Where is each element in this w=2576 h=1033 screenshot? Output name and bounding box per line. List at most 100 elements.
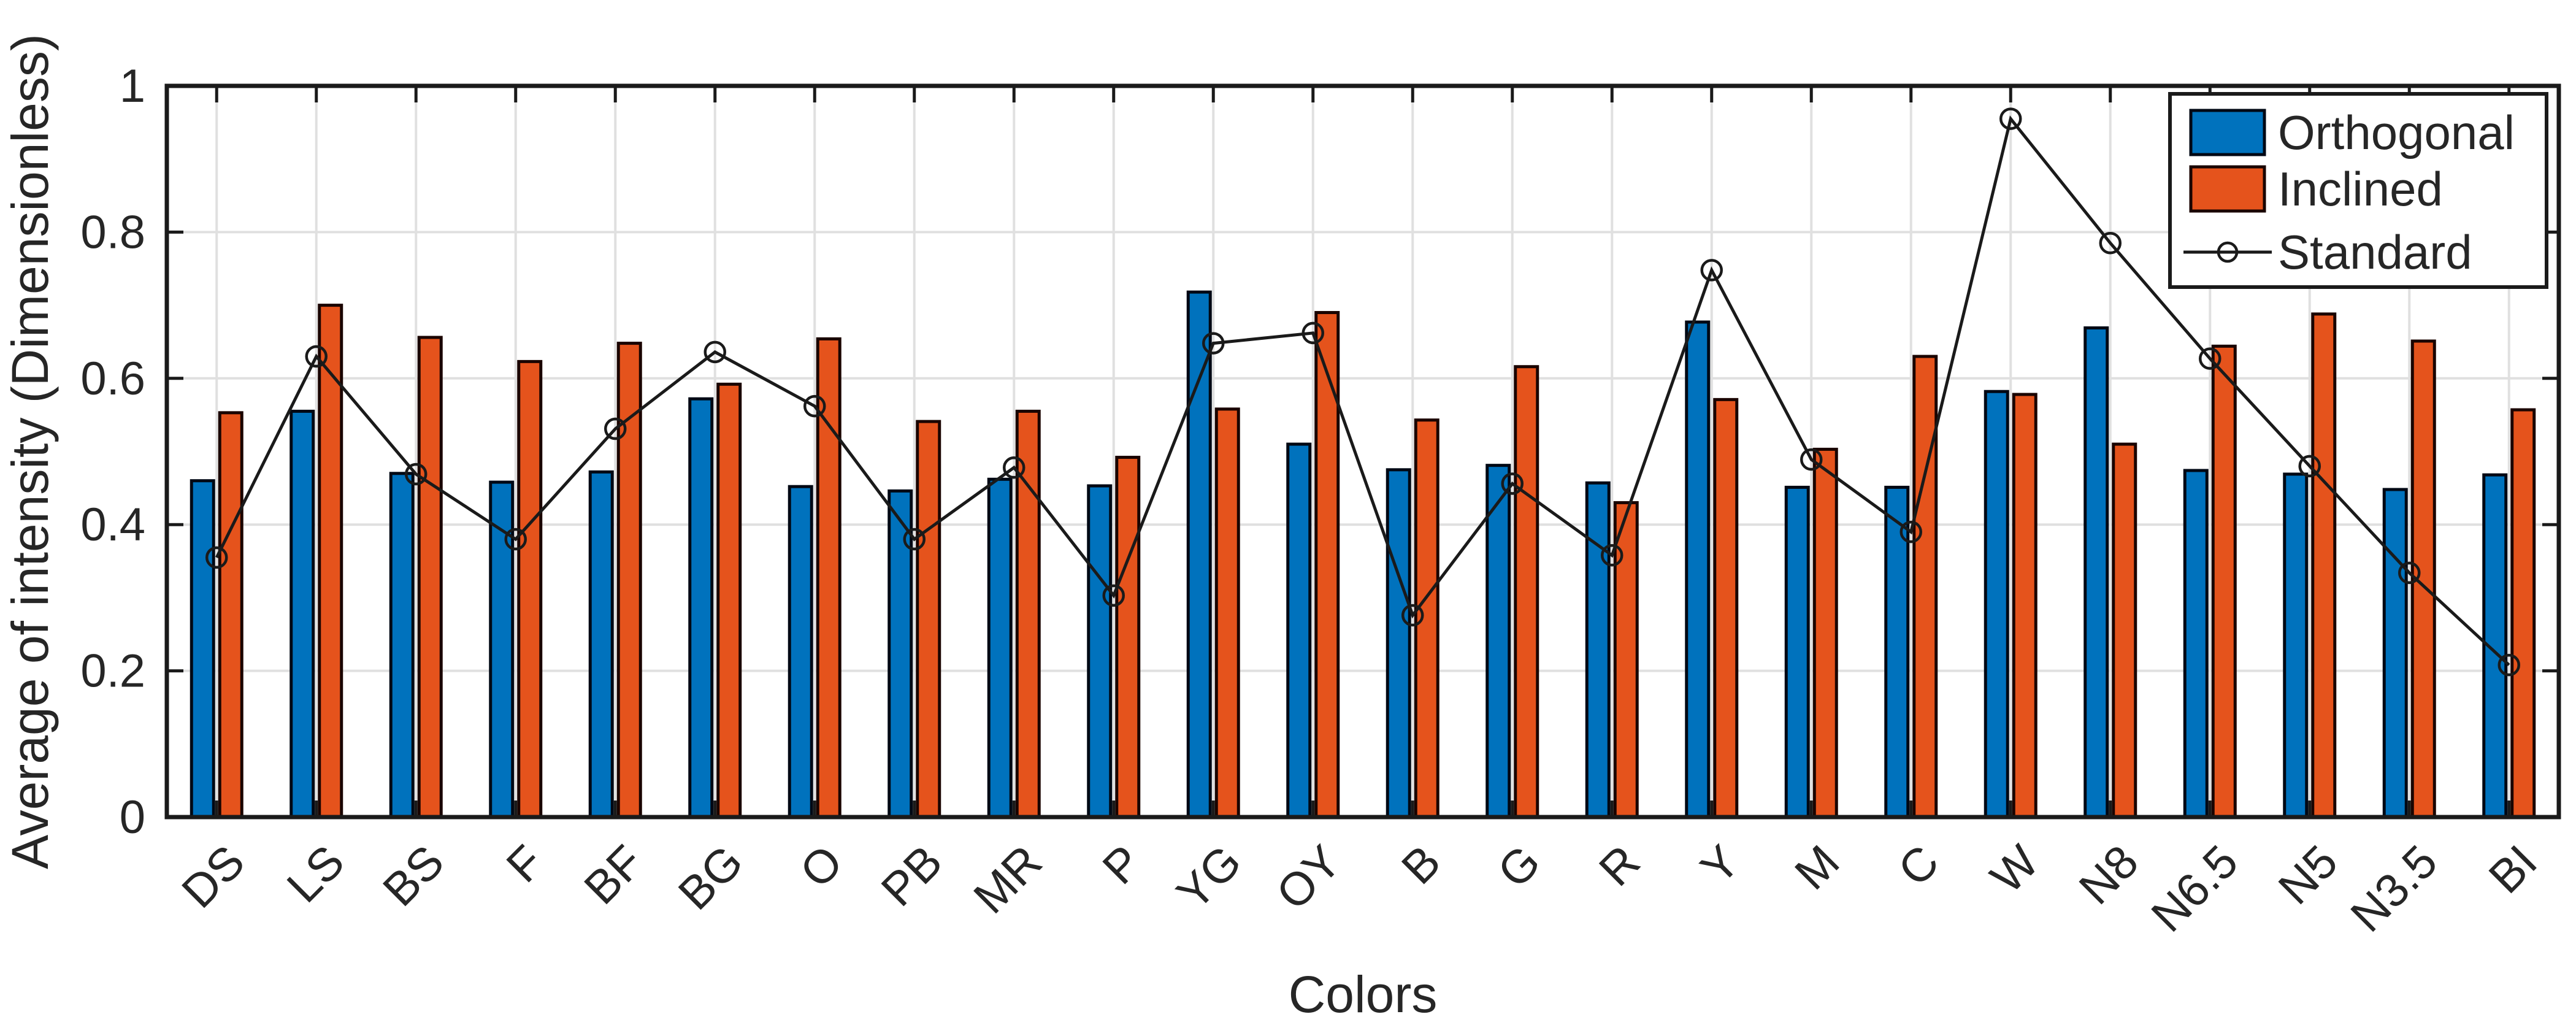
bar-inclined-BS	[417, 336, 443, 819]
x-tick-label-DS: DS	[172, 835, 255, 918]
bar-series	[190, 290, 2536, 819]
bar-inclined-C	[1912, 355, 1938, 819]
bar-inclined-BF	[616, 342, 642, 819]
y-tick-label: 0.2	[80, 645, 145, 697]
marker-standard-R	[1601, 544, 1623, 567]
x-axis-label: Colors	[1289, 966, 1438, 1023]
bar-orthogonal-P	[1087, 484, 1113, 819]
marker-standard-BF	[604, 417, 627, 440]
marker-standard-M	[1800, 448, 1823, 471]
x-tick-label-O: O	[790, 835, 853, 898]
x-tick-label-C: C	[1888, 835, 1949, 896]
bar-inclined-N5	[2311, 312, 2337, 819]
gridlines	[167, 86, 2559, 817]
x-tick-label-BI: BI	[2479, 835, 2547, 904]
bar-inclined-N6.5	[2211, 344, 2237, 819]
bar-orthogonal-N6.5	[2183, 469, 2209, 819]
bar-orthogonal-B	[1386, 468, 1411, 819]
x-tick-label-N3.5: N3.5	[2341, 835, 2448, 942]
line-standard	[215, 115, 2510, 666]
marker-standard-P	[1102, 584, 1125, 607]
bar-inclined-M	[1812, 447, 1838, 819]
marker-standard-BG	[703, 340, 726, 364]
bar-orthogonal-PB	[887, 489, 913, 819]
bar-orthogonal-O	[788, 485, 813, 819]
marker-standard-B	[1401, 604, 1424, 627]
bar-inclined-O	[816, 337, 841, 819]
x-tick-label-G: G	[1488, 835, 1551, 898]
bar-orthogonal-N5	[2283, 472, 2309, 819]
bar-orthogonal-M	[1784, 485, 1810, 819]
bar-orthogonal-BG	[688, 397, 714, 819]
x-tick-label-BF: BF	[574, 835, 653, 915]
marker-standard-N3.5	[2398, 561, 2421, 585]
bar-orthogonal-Y	[1685, 320, 1711, 819]
bar-inclined-PB	[916, 420, 941, 819]
marker-standard-BI	[2497, 653, 2520, 677]
marker-standard-C	[1899, 520, 1922, 543]
x-tick-label-N6.5: N6.5	[2142, 835, 2248, 942]
bar-orthogonal-LS	[289, 409, 315, 819]
y-tick-label: 0	[120, 791, 145, 843]
x-tick-label-BG: BG	[669, 835, 753, 920]
marker-standard-DS	[205, 546, 228, 569]
marker-standard-N6.5	[2199, 347, 2221, 370]
line-series	[205, 107, 2520, 677]
marker-standard-G	[1501, 472, 1524, 495]
bar-inclined-BI	[2510, 408, 2536, 819]
marker-standard-OY	[1301, 321, 1324, 345]
x-tick-label-P: P	[1093, 835, 1152, 894]
bar-orthogonal-BF	[588, 470, 614, 819]
legend-label-orthogonal: Orthogonal	[2278, 106, 2515, 159]
bar-orthogonal-G	[1485, 464, 1511, 819]
y-tick-label: 0.4	[80, 499, 145, 551]
x-tick-label-M: M	[1785, 835, 1849, 900]
bar-inclined-OY	[1314, 311, 1340, 819]
x-tick-label-BS: BS	[373, 835, 454, 916]
marker-standard-F	[504, 528, 527, 551]
x-tick-label-Y: Y	[1691, 835, 1750, 894]
legend-label-standard: Standard	[2278, 225, 2472, 279]
bar-orthogonal-R	[1585, 481, 1611, 819]
y-tick-label: 0.6	[80, 353, 145, 405]
bar-orthogonal-C	[1884, 485, 1910, 819]
bar-inclined-MR	[1015, 409, 1041, 819]
x-tick-label-OY: OY	[1267, 835, 1351, 920]
bar-inclined-BG	[716, 382, 742, 819]
bar-orthogonal-W	[1984, 390, 2009, 819]
x-tick-label-R: R	[1589, 835, 1650, 896]
x-tick-label-YG: YG	[1167, 835, 1252, 920]
bar-orthogonal-MR	[987, 477, 1013, 819]
bar-inclined-YG	[1214, 407, 1240, 819]
bar-orthogonal-N8	[2083, 326, 2109, 819]
legend-label-inclined: Inclined	[2278, 162, 2443, 216]
bar-orthogonal-YG	[1186, 290, 1212, 819]
legend-marker-standard	[2217, 241, 2239, 263]
marker-standard-LS	[305, 345, 328, 368]
y-tick-label: 1	[120, 60, 145, 112]
axis-box	[164, 83, 2561, 820]
x-tick-label-N8: N8	[2069, 835, 2149, 915]
legend-swatch-inclined	[2189, 165, 2266, 213]
marker-standard-N8	[2099, 232, 2122, 255]
bar-orthogonal-BS	[389, 472, 415, 819]
x-tick-label-F: F	[497, 835, 554, 893]
marker-standard-N5	[2298, 455, 2321, 478]
bar-inclined-N8	[2112, 442, 2137, 819]
legend-swatch-orthogonal	[2189, 109, 2266, 156]
x-tick-label-PB: PB	[872, 835, 953, 916]
bar-inclined-R	[1613, 501, 1639, 819]
x-tick-label-N5: N5	[2269, 835, 2348, 915]
x-tick-label-B: B	[1392, 835, 1451, 894]
y-axis-label: Average of intensity (Dimensionless)	[1, 34, 59, 869]
marker-standard-O	[803, 394, 826, 418]
x-tick-label-W: W	[1980, 835, 2049, 904]
marker-standard-PB	[903, 528, 926, 551]
bar-inclined-B	[1414, 418, 1439, 819]
axes	[164, 83, 2561, 820]
bar-orthogonal-DS	[190, 479, 215, 819]
marker-standard-W	[1999, 107, 2022, 130]
bar-inclined-W	[2012, 393, 2037, 819]
